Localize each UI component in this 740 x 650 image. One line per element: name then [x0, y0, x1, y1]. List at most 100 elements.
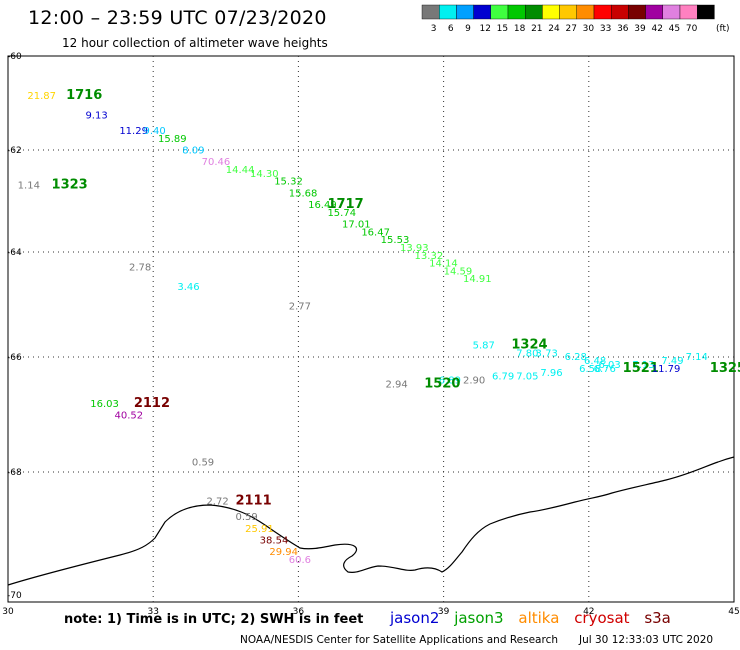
- wave-height-label: 15.89: [158, 134, 187, 145]
- lon-tick-label: 45: [728, 607, 739, 617]
- wave-height-label: 13.93: [400, 243, 429, 254]
- wave-height-label: 6.76: [594, 364, 616, 375]
- legend-label: 33: [600, 24, 611, 34]
- satellite-jason3: jason3: [454, 609, 504, 627]
- legend-swatch: [662, 4, 681, 20]
- wave-height-label: 8.09: [182, 146, 204, 157]
- wave-height-label: 29.94: [269, 547, 298, 558]
- pass-time-label: 2111: [235, 494, 271, 509]
- pass-time-label: 1324: [511, 338, 547, 353]
- pass-time-label: 1325: [710, 361, 740, 376]
- legend-label: 42: [651, 24, 662, 34]
- legend-label: 18: [514, 24, 526, 34]
- legend-label: 9: [465, 24, 471, 34]
- wave-height-label: 15.68: [289, 188, 318, 199]
- legend-label: 15: [497, 24, 508, 34]
- satellite-jason2: jason2: [390, 609, 440, 627]
- legend-label: 30: [583, 24, 595, 34]
- wave-height-label: 2.77: [289, 302, 311, 313]
- legend-swatch: [576, 4, 595, 20]
- wave-height-label: 70.46: [202, 157, 231, 168]
- wave-height-label: 9.13: [85, 110, 107, 121]
- wave-height-label: 3.46: [177, 282, 199, 293]
- legend-swatch: [697, 4, 715, 20]
- wave-height-label: 25.91: [245, 524, 274, 535]
- graticule: [8, 56, 734, 602]
- legend-swatch: [593, 4, 612, 20]
- wave-height-label: 14.59: [444, 266, 473, 277]
- wave-height-label: 14.14: [429, 259, 458, 270]
- coastline: [7, 456, 735, 586]
- wave-height-label: 6.89: [439, 376, 461, 387]
- wave-height-label: 13.32: [415, 251, 444, 262]
- wave-height-label: 5.87: [473, 341, 495, 352]
- color-legend: 3 6 9 12 15 18 21 24 27 30 33 36 39 42 45 70 (ft): [421, 4, 730, 34]
- footer-note: note: 1) Time is in UTC; 2) SWH is in fe…: [64, 612, 364, 627]
- satellite-altika: altika: [518, 609, 560, 627]
- legend-swatch: [645, 4, 663, 20]
- wave-height-label: 60.6: [289, 555, 311, 566]
- legend-swatch: [559, 4, 577, 20]
- legend-label: 24: [548, 24, 560, 34]
- legend-label: 36: [617, 24, 629, 34]
- wave-height-label: 3.73: [536, 348, 558, 359]
- wave-height-label: 14.30: [250, 169, 279, 180]
- legend-unit: (ft): [716, 24, 730, 34]
- pass-time-label: 1717: [327, 197, 363, 212]
- legend-label: 3: [431, 24, 437, 34]
- wave-height-label: 21.87: [27, 91, 56, 102]
- wave-height-label: 7.49: [661, 356, 683, 367]
- pass-time-label: 1521: [623, 361, 659, 376]
- lat-tick-label: -66: [7, 353, 22, 363]
- legend-label: 27: [565, 24, 576, 34]
- page-title: 12:00 – 23:59 UTC 07/23/2020: [28, 7, 327, 29]
- lat-tick-label: -68: [7, 468, 22, 478]
- lat-tick-label: -70: [7, 591, 22, 601]
- legend-label: 12: [479, 24, 490, 34]
- legend-label: 6: [448, 24, 454, 34]
- wave-height-label: 6.58: [579, 364, 601, 375]
- wave-height-label: 16.47: [361, 227, 390, 238]
- wave-height-label: 7.96: [540, 368, 562, 379]
- legend-swatch: [473, 4, 492, 20]
- legend-swatch: [542, 4, 560, 20]
- legend-swatch: [439, 4, 457, 20]
- wave-height-label: 2.78: [129, 263, 151, 274]
- legend-label: 39: [634, 24, 646, 34]
- legend-label: 21: [531, 24, 542, 34]
- wave-height-label: 15.74: [327, 208, 356, 219]
- legend-swatch: [507, 4, 526, 20]
- pass-time-label: 2112: [134, 396, 170, 411]
- legend-swatch: [525, 4, 543, 20]
- wave-height-label: 7.05: [516, 372, 538, 383]
- wave-height-label: 2.72: [206, 497, 228, 508]
- wave-height-label: 11.79: [652, 364, 681, 375]
- wave-height-label: 11.29: [119, 126, 148, 137]
- wave-height-label: 7.80: [516, 348, 538, 359]
- wave-height-label: 2.90: [463, 376, 485, 387]
- credit-line: NOAA/NESDIS Center for Satellite Applica…: [240, 634, 558, 646]
- wave-height-label: 15.32: [274, 177, 303, 188]
- lon-tick-label: 42: [583, 607, 594, 617]
- wave-height-label: 14.91: [463, 274, 492, 285]
- legend-swatch: [611, 4, 629, 20]
- wave-height-label: 7.13: [632, 360, 654, 371]
- wave-height-label: 0.59: [235, 512, 257, 523]
- axis-tick-labels: 30 33 36 39 42 45 -60 -62 -64 -66 -68 -70: [2, 52, 739, 617]
- legend-swatch: [456, 4, 474, 20]
- lat-tick-label: -62: [7, 146, 22, 156]
- pass-time-label: 1520: [424, 377, 460, 392]
- satellite-legend: jason2 jason3 altika cryosat s3a: [390, 609, 681, 627]
- map-frame: [7, 55, 735, 603]
- lat-tick-label: -64: [7, 248, 22, 258]
- lon-tick-label: 39: [438, 607, 450, 617]
- wave-height-label: 0.59: [192, 458, 214, 469]
- wave-height-label: 6.79: [492, 372, 514, 383]
- wave-height-label: 40.52: [114, 411, 143, 422]
- wave-height-label: 9.40: [144, 126, 166, 137]
- legend-label: 45: [669, 24, 680, 34]
- legend-label: 70: [686, 24, 698, 34]
- legend-swatch: [421, 4, 440, 20]
- page-subtitle: 12 hour collection of altimeter wave hei…: [62, 36, 328, 50]
